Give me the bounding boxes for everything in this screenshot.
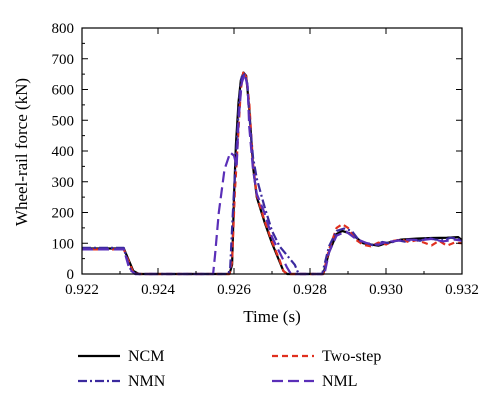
y-tick-label: 200 [52,206,75,222]
legend-label-nml: NML [322,373,358,390]
series-line-nml [82,73,463,276]
legend: NCM Two-step NMN NML [78,348,381,390]
legend-label-two-step: Two-step [322,348,381,365]
series-line-two-step [82,69,463,276]
x-tick-label: 0.932 [445,282,479,298]
y-tick-label: 300 [52,175,75,191]
legend-label-nmn: NMN [128,373,166,390]
legend-label-ncm: NCM [128,348,164,365]
x-tick-label: 0.928 [293,282,327,298]
y-tick-label: 400 [52,144,75,160]
x-axis-title: Time (s) [243,307,300,326]
series-layer [82,69,463,276]
y-tick-label: 0 [67,267,75,283]
x-tick-label: 0.922 [65,282,99,298]
ticks-layer: 0.922 0.924 0.926 0.928 0.930 0.932 0 100 200 300… [52,21,479,298]
y-tick-label: 100 [52,236,75,252]
y-tick-label: 700 [52,52,75,68]
y-tick-label: 600 [52,83,75,99]
x-tick-label: 0.926 [217,282,251,298]
y-axis-title: Wheel-rail force (kN) [12,78,31,226]
x-tick-label: 0.930 [369,282,403,298]
x-tick-label: 0.924 [141,282,175,298]
y-tick-label: 500 [52,113,75,129]
y-tick-label: 800 [52,21,75,37]
